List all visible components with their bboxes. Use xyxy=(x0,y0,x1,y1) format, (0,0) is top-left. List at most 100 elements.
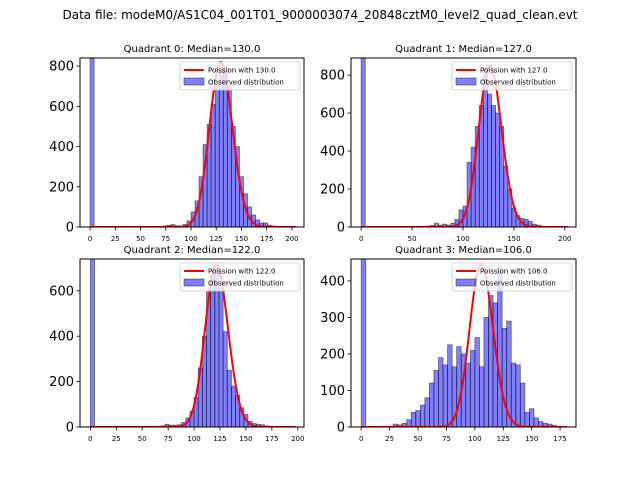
histogram-bar xyxy=(214,85,220,227)
x-tick-label: 25 xyxy=(385,435,394,443)
y-tick-label: 600 xyxy=(49,284,74,299)
x-tick-label: 50 xyxy=(136,235,145,243)
histogram-bar xyxy=(474,337,480,427)
subplot-title: Quadrant 3: Median=106.0 xyxy=(395,245,532,256)
histogram-bar xyxy=(529,408,535,427)
x-tick-label: 25 xyxy=(112,435,121,443)
y-tick-label: 0 xyxy=(66,421,74,436)
histogram-bar xyxy=(419,404,426,427)
y-tick-label: 100 xyxy=(320,384,345,399)
subplot-quadrant-2: Quadrant 2: Median=122.0 0 25 50 75 100 125 150… xyxy=(49,245,305,443)
x-tick-label: 125 xyxy=(210,235,223,243)
histogram-bar xyxy=(495,112,501,227)
histogram-bar xyxy=(438,357,444,427)
histogram-bar xyxy=(424,397,430,427)
x-tick-label: 50 xyxy=(414,435,423,443)
legend-label-observed: Observed distribution xyxy=(480,79,556,87)
x-tick-label: 150 xyxy=(235,235,248,243)
histogram-bar xyxy=(442,364,448,427)
subplot-quadrant-1: Quadrant 1: Median=127.0 0 50 100 150 200 0 200… xyxy=(320,44,577,243)
x-tick-label: 150 xyxy=(525,435,538,443)
y-tick-label: 0 xyxy=(337,421,345,436)
y-tick-label: 200 xyxy=(49,180,74,195)
y-tick-label: 400 xyxy=(49,140,74,155)
histogram-bar xyxy=(465,362,471,427)
legend-label-observed: Observed distribution xyxy=(208,79,284,87)
histogram-bar xyxy=(218,288,224,427)
histogram-bar xyxy=(429,382,435,427)
histogram-bar xyxy=(89,58,95,227)
histogram-bar xyxy=(524,411,530,427)
x-tick-label: 125 xyxy=(213,435,226,443)
legend-bar-swatch xyxy=(183,77,205,86)
x-tick-label: 100 xyxy=(184,235,197,243)
figure-suptitle: Data file: modeM0/AS1C04_001T01_90000030… xyxy=(62,8,578,22)
histogram-bar xyxy=(533,417,539,427)
x-tick-label: 75 xyxy=(161,235,170,243)
histogram-bar xyxy=(210,274,216,427)
histogram-bar xyxy=(231,385,236,427)
histogram-bar xyxy=(218,67,224,227)
x-tick-label: 200 xyxy=(285,235,298,243)
axes-frame xyxy=(79,258,305,428)
axes-frame xyxy=(350,57,577,228)
x-tick-label: 200 xyxy=(291,435,304,443)
subplot-title: Quadrant 1: Median=127.0 xyxy=(395,44,532,55)
y-tick-label: 0 xyxy=(337,221,345,236)
legend: Poission with 122.0 Observed distribution xyxy=(179,262,301,292)
legend-label-observed: Observed distribution xyxy=(208,280,284,288)
histogram-bar xyxy=(263,222,269,227)
x-tick-label: 150 xyxy=(239,435,252,443)
y-tick-label: 200 xyxy=(320,183,345,198)
legend-frame xyxy=(179,61,301,91)
y-tick-label: 300 xyxy=(320,311,345,326)
legend-label-poisson: Poission with 106.0 xyxy=(480,268,548,276)
histogram-bar xyxy=(360,259,367,427)
legend-frame xyxy=(451,61,573,91)
legend: Poission with 130.0 Observed distribution xyxy=(179,61,301,91)
y-tick-label: 600 xyxy=(49,100,74,115)
x-tick-label: 150 xyxy=(507,235,520,243)
y-tick-label: 800 xyxy=(49,60,74,75)
x-tick-label: 0 xyxy=(359,235,363,243)
y-tick-label: 400 xyxy=(49,330,74,345)
x-tick-label: 50 xyxy=(408,235,417,243)
histogram-bar xyxy=(469,349,476,427)
x-tick-label: 100 xyxy=(456,235,469,243)
legend-label-observed: Observed distribution xyxy=(480,280,556,288)
x-tick-label: 175 xyxy=(260,235,273,243)
y-tick-label: 200 xyxy=(320,347,345,362)
histogram-bar xyxy=(515,364,521,427)
histogram-bar xyxy=(510,362,517,427)
subplot-quadrant-0: Quadrant 0: Median=130.0 0 25 50 75 100 125 150… xyxy=(49,44,305,243)
histogram-bar xyxy=(456,346,462,427)
y-tick-label: 600 xyxy=(320,107,345,122)
legend-bar-swatch xyxy=(455,77,477,86)
legend: Poission with 127.0 Observed distribution xyxy=(451,61,573,91)
x-tick-label: 175 xyxy=(553,435,566,443)
y-tick-label: 800 xyxy=(320,69,345,84)
legend: Poission with 106.0 Observed distribution xyxy=(451,262,573,292)
plot-area xyxy=(360,58,568,227)
y-tick-label: 400 xyxy=(320,274,345,289)
x-tick-label: 50 xyxy=(138,435,147,443)
histogram-bar xyxy=(226,369,232,427)
x-tick-label: 175 xyxy=(265,435,278,443)
legend-label-poisson: Poission with 127.0 xyxy=(480,67,548,75)
legend-frame xyxy=(179,262,301,292)
axes-frame xyxy=(350,258,577,428)
histogram-bar xyxy=(501,327,508,427)
axes-frame xyxy=(79,57,305,228)
x-tick-label: 0 xyxy=(359,435,363,443)
histogram-bar xyxy=(447,344,453,427)
histogram-bar xyxy=(433,369,439,427)
x-tick-label: 100 xyxy=(468,435,481,443)
plot-area xyxy=(89,58,296,227)
histogram-bar xyxy=(491,105,496,227)
histogram-bar xyxy=(89,259,95,427)
subplot-title: Quadrant 0: Median=130.0 xyxy=(124,44,261,55)
x-tick-label: 125 xyxy=(497,435,510,443)
x-tick-label: 0 xyxy=(88,235,92,243)
